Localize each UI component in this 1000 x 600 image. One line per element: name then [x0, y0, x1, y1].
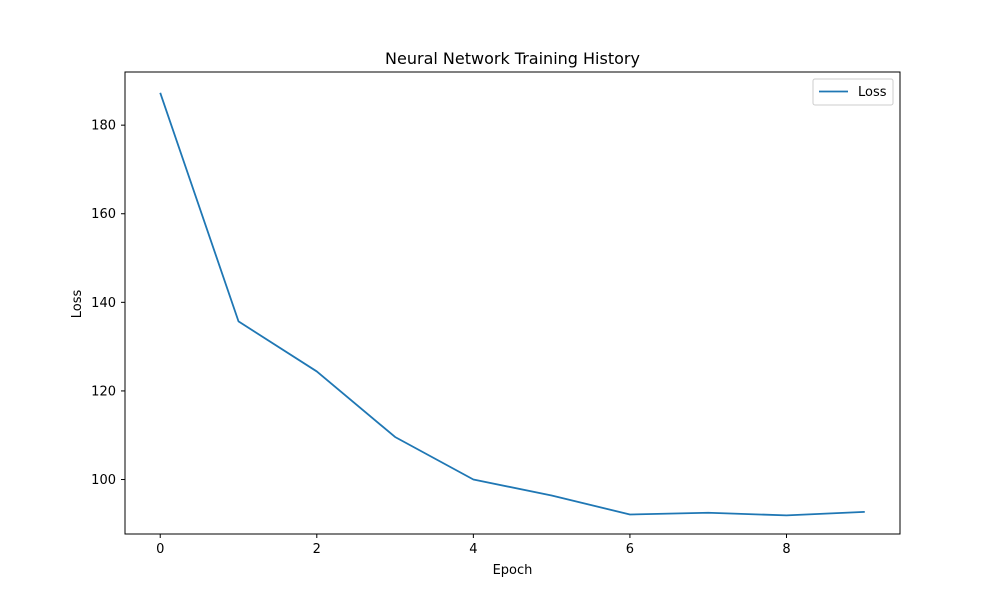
x-tick-label: 0 [156, 542, 164, 557]
series-layer [159, 92, 865, 517]
series-line-loss [159, 92, 865, 517]
y-tick-label: 140 [91, 296, 116, 311]
y-axis-label: Loss [70, 290, 85, 319]
x-tick-label: 8 [782, 542, 790, 557]
x-axis-ticks: 0 2 4 6 8 [156, 534, 791, 557]
y-tick-label: 160 [91, 207, 116, 222]
legend-label-loss: Loss [858, 85, 887, 100]
chart-title: Neural Network Training History [385, 49, 640, 68]
x-tick-label: 6 [626, 542, 634, 557]
y-tick-label: 180 [91, 119, 116, 134]
legend-box [812, 78, 894, 106]
plot-area [124, 71, 901, 535]
y-tick-label: 100 [91, 473, 116, 488]
y-tick-label: 120 [91, 384, 116, 399]
x-axis-label: Epoch [493, 563, 533, 578]
y-axis-ticks: 100 120 140 160 180 [91, 119, 125, 488]
x-tick-label: 4 [469, 542, 477, 557]
legend: Loss [812, 78, 894, 106]
plot-frame [124, 71, 901, 535]
x-tick-label: 2 [313, 542, 321, 557]
